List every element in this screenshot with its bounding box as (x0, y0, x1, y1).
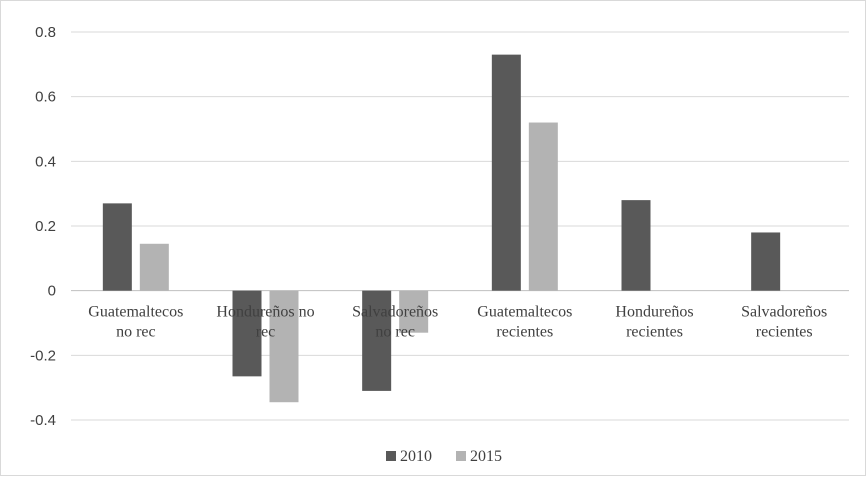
y-tick-label: -0.2 (30, 347, 56, 364)
bar-2010 (232, 290, 262, 377)
y-tick-label: 0.6 (35, 89, 56, 106)
bar-2010 (621, 200, 651, 291)
category-label: Hondureños no (216, 304, 314, 321)
legend-label-2010: 2010 (400, 448, 432, 465)
bar-2015 (139, 243, 169, 291)
bars (102, 54, 781, 403)
category-label: no rec (116, 324, 156, 341)
legend-swatch-2015 (456, 451, 466, 461)
bar-2015 (269, 290, 299, 403)
category-label: Guatemaltecos (477, 304, 572, 321)
category-label: Guatemaltecos (88, 304, 183, 321)
category-label: recientes (756, 324, 813, 341)
y-tick-label: -0.4 (30, 412, 56, 429)
y-tick-label: 0.4 (35, 153, 56, 170)
category-label: Salvadoreños (741, 304, 827, 321)
category-label: rec (256, 324, 276, 341)
bar-2010 (751, 232, 781, 291)
bar-2015 (399, 290, 429, 333)
bar-2010 (491, 54, 521, 291)
category-label: recientes (626, 324, 683, 341)
legend: 2010 2015 (386, 448, 502, 465)
bar-2015 (528, 122, 558, 291)
category-label: Salvadoreños (352, 304, 438, 321)
category-label: no rec (375, 324, 415, 341)
gridlines (71, 31, 849, 421)
legend-label-2015: 2015 (470, 448, 502, 465)
bar-2010 (362, 290, 392, 391)
y-axis-ticks: 0.8 0.6 0.4 0.2 0 -0.2 -0.4 (30, 24, 56, 429)
y-tick-label: 0 (48, 283, 56, 300)
category-label: Hondureños (615, 304, 693, 321)
legend-swatch-2010 (386, 451, 396, 461)
y-tick-label: 0.2 (35, 218, 56, 235)
category-labels: Guatemaltecos no rec Hondureños no rec Salva… (88, 304, 827, 341)
y-tick-label: 0.8 (35, 24, 56, 41)
bar-2010 (102, 203, 132, 291)
category-label: recientes (496, 324, 553, 341)
